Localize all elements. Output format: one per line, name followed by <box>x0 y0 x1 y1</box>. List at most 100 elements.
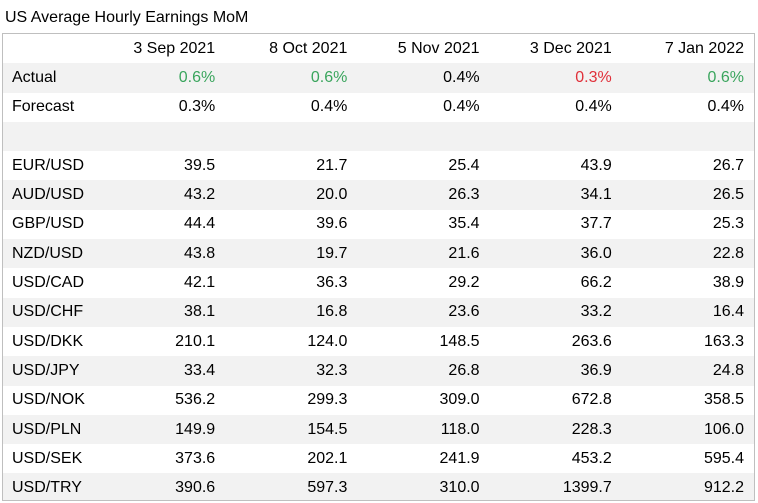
pair-value: 36.3 <box>316 274 348 292</box>
pair-label: USD/NOK <box>12 391 85 409</box>
pair-value: 390.6 <box>93 473 226 500</box>
pair-value: 43.9 <box>580 156 612 174</box>
pair-value: 29.2 <box>448 274 480 292</box>
column-header: 5 Nov 2021 <box>397 39 480 57</box>
actual-row: Actual 0.6% 0.6% 0.4% 0.3% 0.6% <box>3 63 754 93</box>
pair-row: USD/PLN 149.9 154.5 118.0 228.3 106.0 <box>3 414 754 445</box>
pair-label: USD/PLN <box>3 414 93 445</box>
pair-value: 228.3 <box>489 414 622 445</box>
pair-row: NZD/USD 43.8 19.7 21.6 36.0 22.8 <box>3 239 754 269</box>
pair-value: 309.0 <box>439 391 480 409</box>
pair-value: 34.1 <box>489 180 622 210</box>
pair-value: 672.8 <box>571 391 612 409</box>
pair-label: GBP/USD <box>12 215 85 233</box>
pair-row: AUD/USD 43.2 20.0 26.3 34.1 26.5 <box>3 180 754 210</box>
pair-value: 21.7 <box>316 156 348 174</box>
pair-value: 163.3 <box>703 332 744 350</box>
pair-value: 24.8 <box>621 356 754 386</box>
header-empty <box>3 34 93 63</box>
spacer-row <box>3 121 754 152</box>
pair-value: 26.8 <box>357 356 490 386</box>
pair-value: 263.6 <box>571 332 612 350</box>
actual-value: 0.6% <box>93 63 226 93</box>
pair-value: 42.1 <box>184 274 216 292</box>
pair-value: 148.5 <box>439 332 480 350</box>
column-header: 3 Sep 2021 <box>133 39 216 57</box>
pair-value: 310.0 <box>357 473 490 500</box>
pair-value: 35.4 <box>448 215 480 233</box>
pair-value: 36.9 <box>489 356 622 386</box>
pair-label: USD/JPY <box>3 356 93 386</box>
pair-row: EUR/USD 39.5 21.7 25.4 43.9 26.7 <box>3 151 754 180</box>
pair-label: USD/DKK <box>12 332 84 350</box>
table-title: US Average Hourly Earnings MoM <box>5 9 249 26</box>
pair-value: 66.2 <box>580 274 612 292</box>
pair-value: 25.4 <box>448 156 480 174</box>
actual-value: 0.6% <box>225 63 358 93</box>
pair-label: NZD/USD <box>3 239 93 269</box>
pair-value: 39.5 <box>184 156 216 174</box>
pair-value: 37.7 <box>580 215 612 233</box>
pair-value: 20.0 <box>225 180 358 210</box>
pair-value: 124.0 <box>307 332 348 350</box>
pair-value: 16.4 <box>621 297 754 327</box>
pair-value: 202.1 <box>307 449 348 467</box>
forecast-value: 0.4% <box>575 98 612 116</box>
column-header: 8 Oct 2021 <box>269 39 348 57</box>
forecast-row: Forecast 0.3% 0.4% 0.4% 0.4% 0.4% <box>3 93 754 122</box>
column-header: 7 Jan 2022 <box>664 39 744 57</box>
pair-value: 32.3 <box>225 356 358 386</box>
pair-value: 1399.7 <box>489 473 622 500</box>
pair-row: USD/NOK 536.2 299.3 309.0 672.8 358.5 <box>3 386 754 415</box>
pair-value: 241.9 <box>439 449 480 467</box>
pair-value: 19.7 <box>225 239 358 269</box>
forecast-value: 0.4% <box>310 98 348 116</box>
pair-value: 33.2 <box>489 297 622 327</box>
pair-row: USD/SEK 373.6 202.1 241.9 453.2 595.4 <box>3 444 754 473</box>
pair-value: 22.8 <box>621 239 754 269</box>
pair-label: USD/SEK <box>12 449 83 467</box>
pair-row: USD/DKK 210.1 124.0 148.5 263.6 163.3 <box>3 327 754 356</box>
pair-label: AUD/USD <box>3 180 93 210</box>
pair-label: USD/CAD <box>12 274 85 292</box>
pair-value: 358.5 <box>703 391 744 409</box>
pair-value: 25.3 <box>712 215 744 233</box>
forecast-value: 0.4% <box>443 98 480 116</box>
earnings-table: 3 Sep 2021 8 Oct 2021 5 Nov 2021 3 Dec 2… <box>2 33 755 501</box>
pair-row: USD/CHF 38.1 16.8 23.6 33.2 16.4 <box>3 297 754 327</box>
pair-value: 44.4 <box>184 215 216 233</box>
pair-value: 21.6 <box>357 239 490 269</box>
spacer-cell <box>3 121 754 152</box>
forecast-value: 0.3% <box>178 98 216 116</box>
pair-value: 154.5 <box>225 414 358 445</box>
forecast-value: 0.4% <box>707 98 744 116</box>
pair-value: 39.6 <box>316 215 348 233</box>
header-row: 3 Sep 2021 8 Oct 2021 5 Nov 2021 3 Dec 2… <box>3 34 754 63</box>
pair-value: 299.3 <box>307 391 348 409</box>
pair-value: 373.6 <box>175 449 216 467</box>
pair-value: 38.9 <box>712 274 744 292</box>
pair-value: 26.3 <box>357 180 490 210</box>
pair-value: 536.2 <box>175 391 216 409</box>
actual-value: 0.4% <box>357 63 490 93</box>
row-label: Forecast <box>12 98 75 116</box>
pair-row: GBP/USD 44.4 39.6 35.4 37.7 25.3 <box>3 210 754 239</box>
column-header: 3 Dec 2021 <box>529 39 612 57</box>
pair-value: 597.3 <box>225 473 358 500</box>
pair-value: 118.0 <box>357 414 490 445</box>
pair-value: 912.2 <box>621 473 754 500</box>
pair-value: 149.9 <box>93 414 226 445</box>
pair-value: 210.1 <box>175 332 216 350</box>
pair-value: 453.2 <box>571 449 612 467</box>
pair-value: 26.7 <box>712 156 744 174</box>
pair-row: USD/JPY 33.4 32.3 26.8 36.9 24.8 <box>3 356 754 386</box>
pair-row: USD/CAD 42.1 36.3 29.2 66.2 38.9 <box>3 268 754 297</box>
pair-label: EUR/USD <box>12 156 85 174</box>
pair-label: USD/TRY <box>3 473 93 500</box>
pair-value: 43.8 <box>93 239 226 269</box>
pair-value: 36.0 <box>489 239 622 269</box>
pair-row: USD/TRY 390.6 597.3 310.0 1399.7 912.2 <box>3 473 754 500</box>
pair-value: 26.5 <box>621 180 754 210</box>
actual-value: 0.6% <box>621 63 754 93</box>
pair-value: 38.1 <box>93 297 226 327</box>
